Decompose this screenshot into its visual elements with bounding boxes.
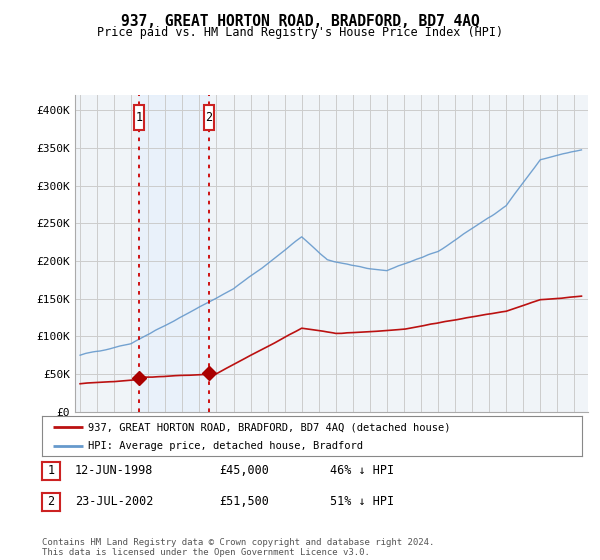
Text: 937, GREAT HORTON ROAD, BRADFORD, BD7 4AQ: 937, GREAT HORTON ROAD, BRADFORD, BD7 4A… [121, 14, 479, 29]
Text: 51% ↓ HPI: 51% ↓ HPI [330, 495, 394, 508]
Text: 1: 1 [47, 464, 55, 478]
Text: HPI: Average price, detached house, Bradford: HPI: Average price, detached house, Brad… [88, 441, 363, 451]
Bar [139, 95, 209, 412]
Text: £45,000: £45,000 [219, 464, 269, 478]
Text: 937, GREAT HORTON ROAD, BRADFORD, BD7 4AQ (detached house): 937, GREAT HORTON ROAD, BRADFORD, BD7 4A… [88, 422, 451, 432]
FancyBboxPatch shape [134, 105, 143, 130]
Text: 2: 2 [205, 111, 212, 124]
Text: £51,500: £51,500 [219, 495, 269, 508]
Text: 1: 1 [135, 111, 142, 124]
Text: 12-JUN-1998: 12-JUN-1998 [75, 464, 154, 478]
Text: 2: 2 [47, 495, 55, 508]
Text: Price paid vs. HM Land Registry's House Price Index (HPI): Price paid vs. HM Land Registry's House … [97, 26, 503, 39]
Text: Contains HM Land Registry data © Crown copyright and database right 2024.
This d: Contains HM Land Registry data © Crown c… [42, 538, 434, 557]
Text: 23-JUL-2002: 23-JUL-2002 [75, 495, 154, 508]
FancyBboxPatch shape [204, 105, 214, 130]
Text: 46% ↓ HPI: 46% ↓ HPI [330, 464, 394, 478]
